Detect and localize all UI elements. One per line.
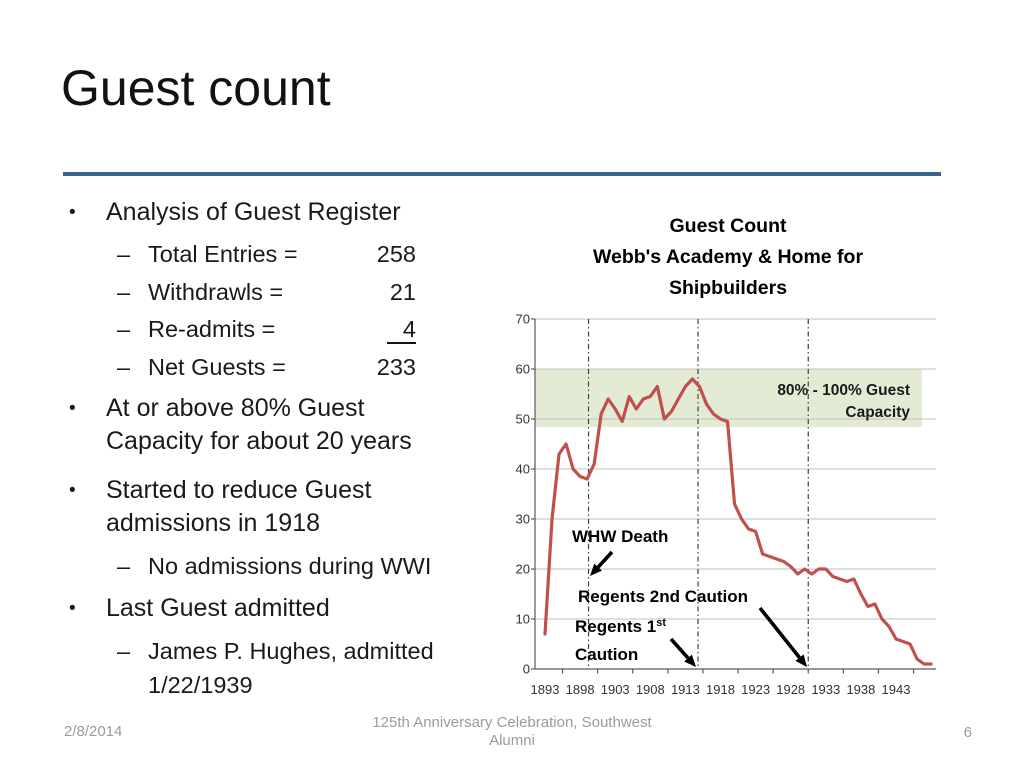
row-label: Re-admits = xyxy=(148,316,276,342)
chart-title: Guest Count Webb's Academy & Home for Sh… xyxy=(513,211,943,304)
x-tick-label: 1908 xyxy=(636,682,665,697)
y-tick-label: 0 xyxy=(523,662,530,677)
band-label: Capacity xyxy=(845,404,910,421)
x-tick-label: 1923 xyxy=(741,682,770,697)
band-label: 80% - 100% Guest xyxy=(777,382,910,399)
annotation-text: Regents 1st xyxy=(575,617,666,636)
row-label: Total Entries = xyxy=(148,241,298,267)
y-tick-label: 40 xyxy=(516,462,530,477)
footer-date: 2/8/2014 xyxy=(64,723,123,740)
bullet-row-net-guests: – Net Guests = 233 xyxy=(63,350,508,384)
annotation-arrow xyxy=(758,606,801,659)
x-tick-label: 1943 xyxy=(882,682,911,697)
x-tick-label: 1913 xyxy=(671,682,700,697)
row-value: 4 xyxy=(354,312,416,346)
x-tick-label: 1893 xyxy=(531,682,560,697)
annotation-arrowhead xyxy=(795,654,807,667)
bullet-item-last-guest: • Last Guest admitted xyxy=(63,592,508,626)
annotation-text: Caution xyxy=(575,645,638,664)
y-tick-label: 10 xyxy=(516,612,530,627)
x-tick-label: 1898 xyxy=(566,682,595,697)
page-number: 6 xyxy=(963,724,972,741)
dash-icon: – xyxy=(117,354,131,380)
row-value: 233 xyxy=(376,354,416,380)
bullet-row-hughes: – James P. Hughes, admitted 1/22/1939 xyxy=(63,634,508,702)
bullet-row-total-entries: – Total Entries = 258 xyxy=(63,237,508,271)
row-label: Withdrawls = xyxy=(148,279,284,305)
annotation-text: WHW Death xyxy=(572,527,668,546)
x-tick-label: 1903 xyxy=(601,682,630,697)
y-tick-label: 60 xyxy=(516,362,530,377)
footer-caption: 125th Anniversary Celebration, Southwest… xyxy=(372,714,652,749)
x-tick-label: 1933 xyxy=(811,682,840,697)
row-value: 258 xyxy=(376,241,416,267)
bullet-text: Last Guest admitted xyxy=(106,594,330,622)
bullet-icon: • xyxy=(69,480,76,501)
y-tick-label: 70 xyxy=(516,312,530,327)
y-tick-label: 50 xyxy=(516,412,530,427)
bullet-text: Analysis of Guest Register xyxy=(106,198,401,226)
dash-icon: – xyxy=(117,279,131,305)
guest-count-chart-region: 0 10 20 30 40 50 60 70 1893 1898 1903 1908 1913 1918 1… xyxy=(505,205,950,705)
x-tick-label: 1938 xyxy=(846,682,875,697)
underlined-value: 4 xyxy=(386,316,416,344)
row-value: 21 xyxy=(389,279,416,305)
dash-icon: – xyxy=(117,553,131,579)
bullet-text: At or above 80% Guest Capacity for about… xyxy=(106,394,412,455)
bullet-item-capacity: • At or above 80% Guest Capacity for abo… xyxy=(63,392,508,458)
annotation-arrowhead xyxy=(590,563,602,576)
row-text: James P. Hughes, admitted 1/22/1939 xyxy=(148,638,434,698)
title-divider xyxy=(63,172,941,176)
dash-icon: – xyxy=(117,241,131,267)
annotation-arrow xyxy=(669,637,690,660)
annotation-text: Regents 2nd Caution xyxy=(578,587,748,606)
y-tick-label: 30 xyxy=(516,512,530,527)
x-tick-label: 1918 xyxy=(706,682,735,697)
row-text: No admissions during WWI xyxy=(148,553,432,579)
chart-title-line3: Shipbuilders xyxy=(668,277,788,299)
slide-title: Guest count xyxy=(61,60,331,116)
bullet-row-wwi: – No admissions during WWI xyxy=(63,549,508,583)
bullet-row-readmits: – Re-admits = 4 xyxy=(63,312,508,346)
guest-count-line xyxy=(543,377,933,666)
bullet-item-analysis: • Analysis of Guest Register xyxy=(63,196,508,230)
annotation-arrow xyxy=(596,550,614,569)
bullet-text: Started to reduce Guest admissions in 19… xyxy=(106,476,372,537)
chart-title-line1: Guest Count xyxy=(669,215,787,237)
x-tick-label: 1928 xyxy=(776,682,805,697)
dash-icon: – xyxy=(117,638,131,664)
bullet-icon: • xyxy=(69,202,76,223)
bullet-list: • Analysis of Guest Register – Total Ent… xyxy=(63,192,508,702)
dash-icon: – xyxy=(117,316,131,342)
bullet-icon: • xyxy=(69,598,76,619)
row-label: Net Guests = xyxy=(148,354,286,380)
y-tick-label: 20 xyxy=(516,562,530,577)
bullet-row-withdrawls: – Withdrawls = 21 xyxy=(63,275,508,309)
annotation-arrowhead xyxy=(684,654,696,667)
bullet-item-reduce: • Started to reduce Guest admissions in … xyxy=(63,474,508,540)
bullet-icon: • xyxy=(69,398,76,419)
chart-title-line2: Webb's Academy & Home for xyxy=(592,246,864,268)
guest-count-chart: 0 10 20 30 40 50 60 70 1893 1898 1903 1908 1913 1918 1… xyxy=(516,312,936,697)
